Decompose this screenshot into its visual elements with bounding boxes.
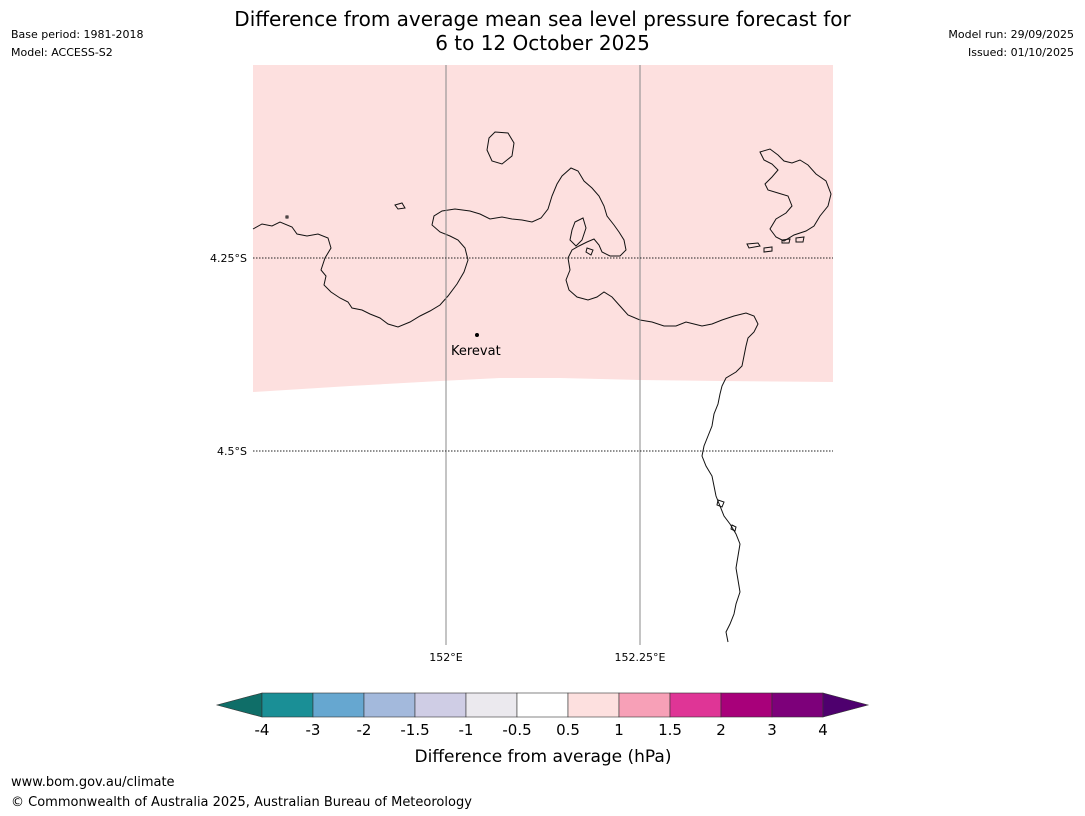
colorbar-segment <box>312 692 365 718</box>
meta-left: Base period: 1981-2018 Model: ACCESS-S2 <box>11 26 143 62</box>
map-title: Difference from average mean sea level p… <box>0 7 1085 55</box>
town-label: Kerevat <box>451 344 501 359</box>
colorbar-tick-label: -1 <box>459 721 474 739</box>
colorbar-segment <box>771 692 824 718</box>
colorbar-tick-label: 1.5 <box>658 721 682 739</box>
coastline <box>252 131 832 643</box>
colorbar-segment <box>567 692 620 718</box>
anomaly-region <box>253 65 833 392</box>
colorbar: -4 -3 -2 -1.5 -1 -0.5 0.5 1 1.5 2 3 4 <box>215 692 870 739</box>
lat-label-4-25: 4.25°S <box>210 252 247 265</box>
town-marker <box>475 333 479 337</box>
model-run: Model run: 29/09/2025 <box>948 28 1074 41</box>
colorbar-segment <box>720 692 773 718</box>
title-line-2: 6 to 12 October 2025 <box>435 31 650 55</box>
title-line-1: Difference from average mean sea level p… <box>234 7 851 31</box>
colorbar-segment <box>261 692 314 718</box>
lon-label-152: 152°E <box>429 651 462 664</box>
lat-label-4-5: 4.5°S <box>217 445 247 458</box>
colorbar-tick-label: -0.5 <box>502 721 531 739</box>
colorbar-segment <box>363 692 416 718</box>
colorbar-segment <box>465 692 518 718</box>
colorbar-tick-label: 1 <box>614 721 624 739</box>
colorbar-tick-label: -3 <box>306 721 321 739</box>
footer-copyright: © Commonwealth of Australia 2025, Austra… <box>11 795 472 810</box>
footer-url: www.bom.gov.au/climate <box>11 775 175 790</box>
lon-label-152-25: 152.25°E <box>615 651 666 664</box>
colorbar-tick-label: -1.5 <box>400 721 429 739</box>
colorbar-extend-high <box>822 692 870 718</box>
meta-right: Model run: 29/09/2025 Issued: 01/10/2025 <box>948 26 1074 62</box>
colorbar-segment <box>414 692 467 718</box>
colorbar-extend-low <box>215 692 263 718</box>
issued-date: Issued: 01/10/2025 <box>967 46 1074 59</box>
colorbar-segment <box>516 692 569 718</box>
colorbar-tick-label: 3 <box>767 721 777 739</box>
colorbar-segment <box>669 692 722 718</box>
colorbar-tick-label: 2 <box>716 721 726 739</box>
model-name: Model: ACCESS-S2 <box>11 46 113 59</box>
base-period: Base period: 1981-2018 <box>11 28 144 41</box>
colorbar-segment <box>618 692 671 718</box>
colorbar-tick-label: -2 <box>357 721 372 739</box>
colorbar-tick-label: -4 <box>255 721 270 739</box>
colorbar-tick-label: 0.5 <box>556 721 580 739</box>
colorbar-tick-label: 4 <box>818 721 828 739</box>
colorbar-label: Difference from average (hPa) <box>415 747 672 767</box>
